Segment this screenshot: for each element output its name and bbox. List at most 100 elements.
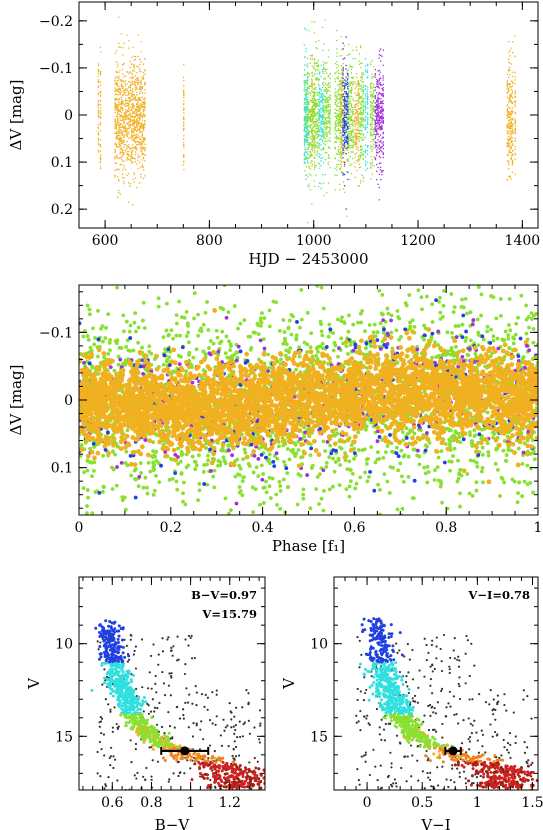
light-curve-point	[367, 119, 369, 121]
light-curve-point	[126, 115, 128, 117]
light-curve-point	[337, 153, 339, 155]
light-curve-point	[142, 78, 145, 80]
light-curve-point	[317, 135, 320, 138]
light-curve-point	[346, 109, 349, 111]
light-curve-point	[359, 129, 362, 131]
light-curve-point	[361, 120, 363, 122]
light-curve-point	[381, 102, 383, 104]
light-curve-point	[140, 115, 142, 117]
light-curve-point	[344, 57, 346, 59]
light-curve-point	[362, 138, 365, 140]
light-curve-point	[327, 103, 329, 106]
light-curve-point	[132, 150, 134, 152]
light-curve-point	[343, 97, 346, 100]
light-curve-point	[509, 49, 511, 52]
light-curve-point	[127, 105, 130, 107]
phase-point	[106, 352, 111, 356]
light-curve-point	[346, 116, 348, 118]
light-curve-point	[508, 61, 510, 63]
light-curve-point	[308, 87, 310, 90]
light-curve-point	[336, 61, 338, 63]
light-curve-point	[339, 87, 341, 90]
light-curve-point	[511, 85, 514, 87]
light-curve-point	[337, 119, 340, 121]
light-curve-point	[119, 145, 121, 147]
light-curve-point	[340, 141, 343, 143]
light-curve-point	[321, 98, 324, 101]
light-curve-point	[119, 114, 121, 116]
light-curve-point	[122, 119, 124, 121]
light-curve-point	[348, 117, 350, 119]
light-curve-point	[320, 116, 322, 119]
light-curve-point	[303, 137, 306, 140]
light-curve-point	[506, 113, 508, 116]
light-curve-point	[99, 129, 102, 132]
light-curve-point	[506, 138, 509, 141]
light-curve-point	[352, 125, 354, 127]
light-curve-point	[303, 129, 306, 131]
light-curve-point	[350, 131, 352, 134]
light-curve-point	[141, 159, 143, 161]
light-curve-point	[116, 116, 119, 118]
light-curve-point	[131, 157, 133, 159]
phase-point	[96, 308, 100, 313]
light-curve-point	[142, 169, 145, 171]
light-curve-point	[514, 76, 516, 78]
light-curve-point	[510, 125, 512, 128]
light-curve-point	[341, 153, 343, 155]
light-curve-point	[382, 136, 384, 138]
light-curve-point	[374, 158, 377, 161]
light-curve-point	[315, 128, 317, 130]
light-curve-point	[308, 91, 310, 93]
phase-point	[259, 316, 263, 321]
light-curve-point	[359, 166, 362, 168]
light-curve-point	[329, 117, 331, 119]
light-curve-point	[118, 132, 120, 135]
light-curve-point	[324, 110, 327, 112]
light-curve-point	[183, 135, 185, 137]
light-curve-point	[321, 115, 324, 117]
phase-point	[242, 447, 247, 452]
light-curve-point	[510, 135, 512, 137]
light-curve-point	[320, 160, 322, 162]
light-curve-point	[327, 131, 330, 133]
light-curve-point	[337, 148, 340, 151]
light-curve-point	[349, 98, 351, 100]
light-curve-point	[99, 110, 102, 112]
light-curve-point	[380, 178, 382, 181]
light-curve-point	[131, 120, 133, 122]
light-curve-point	[381, 84, 383, 86]
phase-point	[412, 325, 417, 329]
light-curve-point	[122, 154, 124, 156]
light-curve-point	[129, 71, 132, 74]
light-curve-point	[129, 98, 131, 100]
light-curve-point	[366, 95, 369, 98]
phase-point	[208, 339, 213, 343]
light-curve-point	[124, 150, 126, 152]
light-curve-point	[337, 124, 340, 127]
phase-point	[141, 485, 146, 490]
light-curve-point	[346, 159, 348, 162]
light-curve-point	[126, 90, 128, 92]
light-curve-point	[507, 76, 510, 79]
light-curve-point	[352, 114, 354, 116]
light-curve-point	[382, 83, 384, 85]
light-curve-point	[347, 75, 350, 78]
light-curve-point	[345, 153, 347, 155]
light-curve-point	[140, 83, 142, 85]
light-curve-point	[357, 147, 359, 149]
light-curve-point	[510, 154, 512, 157]
light-curve-point	[335, 71, 338, 73]
light-curve-point	[340, 143, 343, 145]
light-curve-point	[349, 118, 351, 120]
light-curve-point	[370, 104, 372, 106]
light-curve-point	[144, 122, 146, 125]
light-curve-point	[334, 140, 336, 143]
light-curve-point	[365, 164, 367, 166]
light-curve-point	[182, 144, 185, 147]
light-curve-point	[370, 128, 372, 130]
light-curve-point	[336, 113, 338, 115]
light-curve-point	[118, 127, 120, 129]
light-curve-point	[114, 83, 116, 85]
light-curve-point	[124, 91, 127, 94]
